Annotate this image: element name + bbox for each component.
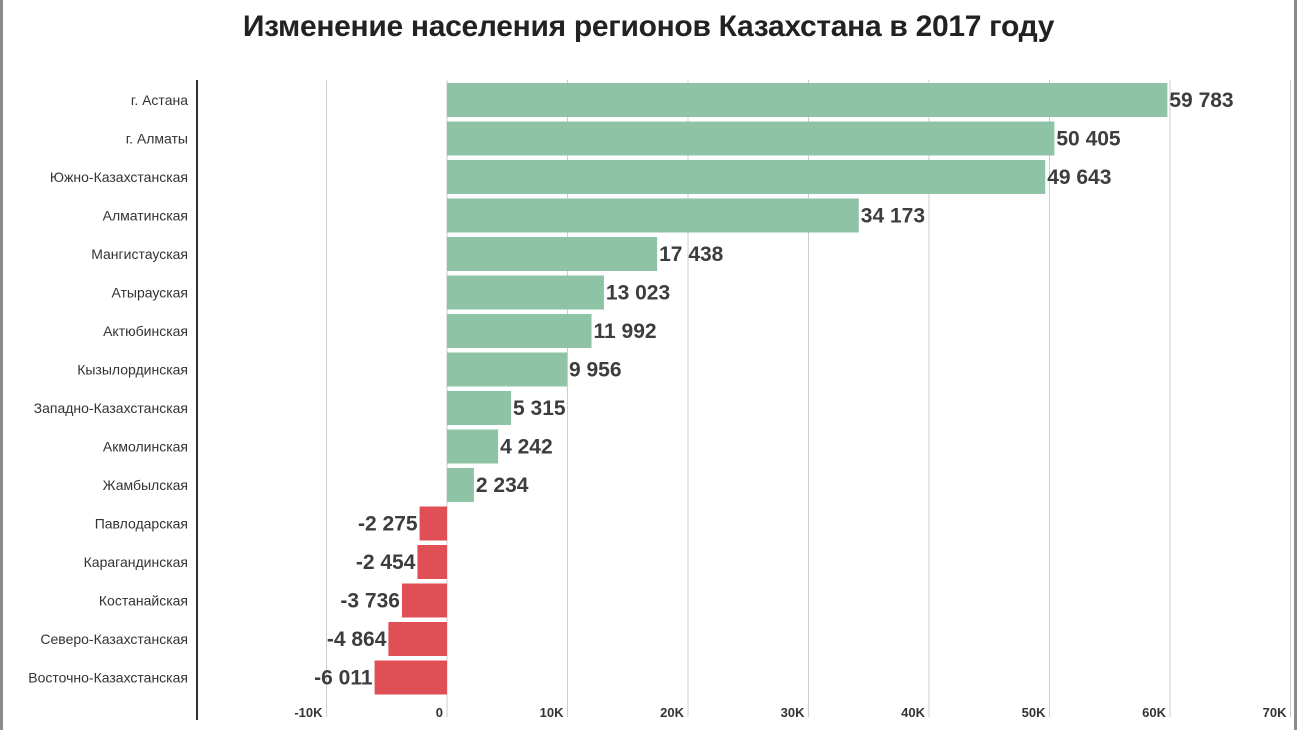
value-label: -2 454 <box>356 551 416 574</box>
x-tick-label: 10K <box>540 705 564 720</box>
value-label: 5 315 <box>513 397 566 420</box>
value-label: -4 864 <box>327 628 387 651</box>
value-labels: 59 783 50 405 49 643 34 173 17 438 13 023 11 9… <box>314 89 1233 690</box>
bar <box>447 160 1046 194</box>
category-label: Павлодарская <box>95 516 188 532</box>
x-tick-label: 60K <box>1142 705 1166 720</box>
bar <box>447 121 1055 156</box>
category-label: Кызылординская <box>77 362 188 378</box>
value-label: 49 643 <box>1047 166 1111 189</box>
category-label: Алматинская <box>103 208 188 224</box>
value-label: 2 234 <box>476 474 529 497</box>
bar <box>447 314 592 348</box>
bar <box>417 545 447 579</box>
x-tick-label: 20K <box>660 705 684 720</box>
category-label: Западно-Казахстанская <box>34 400 188 416</box>
value-label: 50 405 <box>1056 128 1121 151</box>
x-tick-labels: -10K 0 10K 20K 30K 40K 50K 60K 70K <box>294 705 1287 720</box>
category-label: Жамбылская <box>103 477 188 493</box>
value-label: 4 242 <box>500 436 553 459</box>
x-tick-label: 30K <box>781 705 805 720</box>
category-label: Северо-Казахстанская <box>40 631 188 647</box>
bar <box>447 468 474 502</box>
bar <box>447 391 512 425</box>
bar <box>447 429 499 464</box>
category-label: г. Алматы <box>126 131 188 147</box>
value-label: 34 173 <box>861 205 925 228</box>
category-label: г. Астана <box>131 92 188 108</box>
value-label: -2 275 <box>358 513 418 536</box>
right-border <box>1294 0 1297 730</box>
category-label: Мангистауская <box>91 246 188 262</box>
x-tick-label: 70K <box>1263 705 1287 720</box>
bar <box>447 237 658 271</box>
value-label: -3 736 <box>340 590 400 613</box>
chart-title: Изменение населения регионов Казахстана … <box>242 10 1055 43</box>
category-labels: г. Астана г. Алматы Южно-Казахстанская Алма… <box>28 92 188 686</box>
bar <box>447 83 1168 117</box>
bars <box>374 83 1168 695</box>
value-label: 13 023 <box>606 282 670 305</box>
category-label: Атырауская <box>111 285 188 301</box>
value-label: 11 992 <box>594 320 657 343</box>
x-tick-label: -10K <box>294 705 323 720</box>
value-label: 9 956 <box>569 359 622 382</box>
bar <box>447 198 859 233</box>
value-label: 17 438 <box>659 243 724 266</box>
bar <box>447 275 604 310</box>
category-label: Южно-Казахстанская <box>50 169 188 185</box>
category-label: Актюбинская <box>103 323 188 339</box>
bar <box>388 622 447 656</box>
category-label: Костанайская <box>99 593 188 609</box>
left-border <box>0 0 3 730</box>
value-label: -6 011 <box>314 667 373 690</box>
category-label: Карагандинская <box>84 554 188 570</box>
bar <box>401 583 447 618</box>
bar <box>374 660 447 695</box>
category-label: Акмолинская <box>103 439 188 455</box>
x-tick-label: 40K <box>901 705 925 720</box>
bar <box>447 352 567 387</box>
value-label: 59 783 <box>1169 89 1233 112</box>
bar <box>419 506 447 541</box>
x-tick-label: 0 <box>436 705 443 720</box>
category-label: Восточно-Казахстанская <box>28 670 188 686</box>
x-tick-label: 50K <box>1022 705 1046 720</box>
